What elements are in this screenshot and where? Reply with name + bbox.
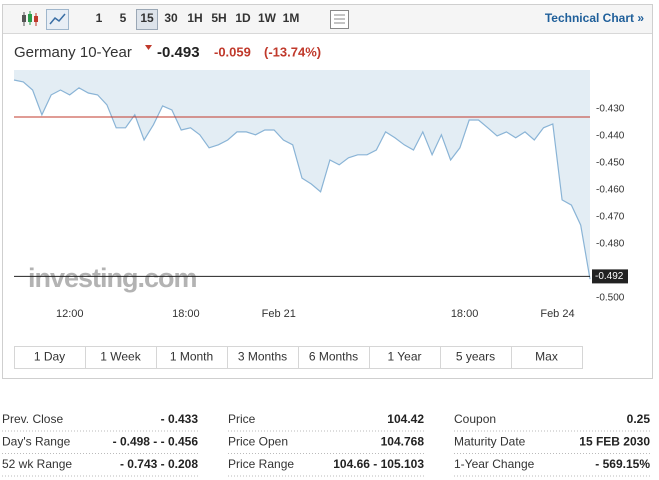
interval-button[interactable]: 5H [211,11,226,25]
area [14,70,590,280]
interval-button[interactable]: 5 [120,11,127,25]
range-label[interactable]: 3 Months [238,350,287,364]
stat-value: - 0.433 [161,412,199,426]
stat-label: Price Range [228,457,294,471]
stat-value: 104.42 [387,412,424,426]
stat-value: 104.66 - 105.103 [333,457,424,471]
instrument-name: Germany 10-Year [14,44,132,61]
stat-label: Day's Range [2,435,71,449]
interval-button[interactable]: 1 [96,11,103,25]
y-tick-label: -0.450 [596,158,625,169]
toolbar [3,5,652,33]
watermark: investing.com [28,263,197,293]
interval-button[interactable]: 1H [187,11,202,25]
change-percent: (-13.74%) [264,44,321,59]
x-tick-label: 18:00 [451,308,479,320]
interval-button[interactable]: 1D [235,11,251,25]
range-label[interactable]: 6 Months [309,350,358,364]
range-label[interactable]: 1 Year [387,350,421,364]
x-tick-label: 18:00 [172,308,200,320]
stat-value: 15 FEB 2030 [579,435,650,449]
x-tick-label: 12:00 [56,308,84,320]
interval-button[interactable]: 30 [164,11,178,25]
y-tick-label: -0.460 [596,185,625,196]
y-tick-label: -0.430 [596,104,625,115]
x-tick-label: Feb 24 [540,308,574,320]
interval-button[interactable]: 1M [283,11,300,25]
stat-label: 1-Year Change [454,457,535,471]
change: -0.059 [214,44,251,59]
stat-label: Price Open [228,435,288,449]
last-price: -0.493 [157,44,200,61]
interval-button[interactable]: 1W [258,11,277,25]
stat-label: 52 wk Range [2,457,72,471]
stat-value: - 0.498 - - 0.456 [113,435,199,449]
technical-chart-link[interactable]: Technical Chart » [545,11,644,25]
stat-value: 104.768 [381,435,425,449]
stat-value: 0.25 [627,412,651,426]
y-tick-label: -0.470 [596,212,625,223]
stat-label: Maturity Date [454,435,526,449]
line-icon-glyph [49,13,66,25]
range-label[interactable]: 1 Month [170,350,213,364]
range-button[interactable] [511,346,583,369]
stat-label: Coupon [454,412,496,426]
interval-button[interactable]: 15 [140,11,154,25]
range-label[interactable]: Max [535,350,558,364]
y-tick-label: -0.480 [596,239,625,250]
x-tick-label: Feb 21 [262,308,296,320]
range-label[interactable]: 5 years [456,350,495,364]
stat-label: Price [228,412,256,426]
stat-label: Prev. Close [2,412,63,426]
down-arrow [145,45,152,50]
candle-icon[interactable] [22,11,38,26]
stat-value: - 569.15% [595,457,650,471]
price-line [13,79,591,280]
stat-value: - 0.743 - 0.208 [120,457,198,471]
range-label[interactable]: 1 Week [100,350,141,364]
range-label[interactable]: 1 Day [34,350,65,364]
current-label: -0.492 [595,271,624,282]
y-tick-label: -0.440 [596,131,625,142]
interval-active[interactable] [136,9,158,30]
y-tick-label: -0.500 [596,293,625,304]
current-label-box [592,269,628,284]
